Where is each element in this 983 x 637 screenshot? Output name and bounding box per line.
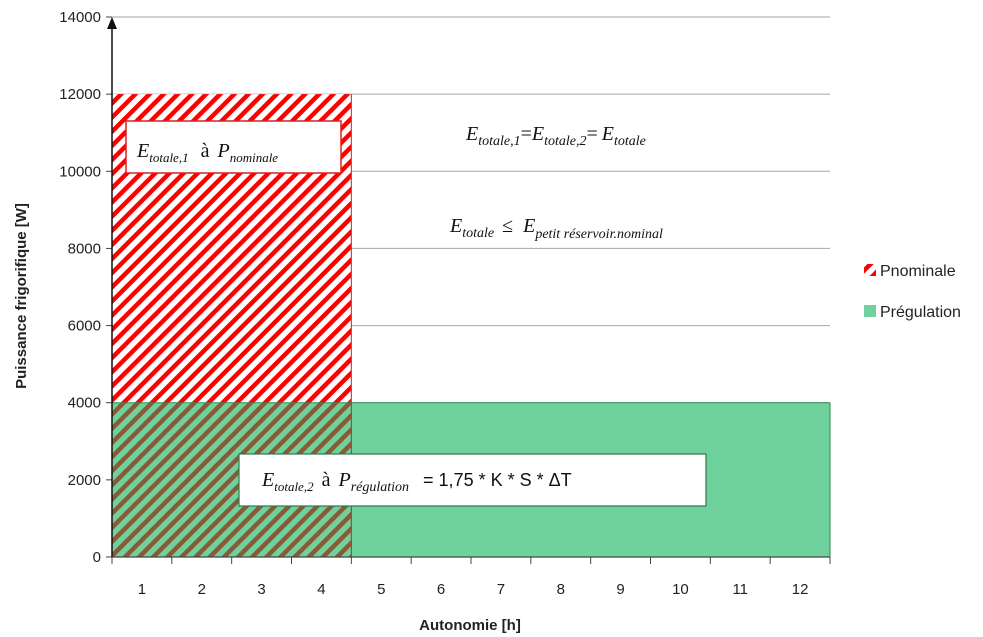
legend-label-pnominale: Pnominale [880, 263, 956, 280]
x-tick-label-4: 4 [317, 581, 325, 598]
x-tick-label-6: 6 [437, 581, 445, 598]
svg-text:Etotale,1=Etotale,2=Etotale: Etotale,1=Etotale,2= Etotale [465, 123, 646, 149]
x-tick-labels: 1 2 3 4 5 6 7 8 9 10 11 12 [138, 581, 809, 598]
y-axis-title: Puissance frigorifique [W] [13, 203, 30, 389]
legend-item-pregulation: Prégulation [864, 304, 961, 321]
x-axis-title: Autonomie [h] [419, 617, 521, 634]
legend: Pnominale Prégulation [864, 263, 961, 321]
legend-item-pnominale: Pnominale [864, 263, 956, 280]
y-tick-label-4000: 4000 [68, 395, 101, 412]
x-tick-label-9: 9 [616, 581, 624, 598]
annotation-box-regulation: Etotale,2 à Prégulation = 1,75 * K * S * ΔT [238, 453, 707, 507]
x-tick-label-3: 3 [257, 581, 265, 598]
x-tick-label-11: 11 [732, 581, 748, 598]
y-tick-labels: 0 2000 4000 6000 8000 10000 12000 14000 [59, 9, 101, 566]
y-tick-label-6000: 6000 [68, 318, 101, 335]
y-tick-label-8000: 8000 [68, 240, 101, 257]
legend-swatch-pnominale [864, 264, 876, 276]
x-tick-label-1: 1 [138, 581, 146, 598]
y-tick-label-12000: 12000 [59, 86, 101, 103]
y-tick-label-14000: 14000 [59, 9, 101, 26]
x-tick-label-10: 10 [672, 581, 689, 598]
y-tick-label-2000: 2000 [68, 472, 101, 489]
y-tick-label-10000: 10000 [59, 163, 101, 180]
equation-energy-inequality: Etotale ≤ Epetit réservoir.nominal [449, 215, 663, 242]
x-tick-label-8: 8 [557, 581, 565, 598]
annotation-box-nominale: Etotale,1 à Pnominale [125, 120, 342, 174]
x-tick-label-5: 5 [377, 581, 385, 598]
x-tick-label-2: 2 [198, 581, 206, 598]
y-tick-label-0: 0 [93, 549, 101, 566]
equation-energy-equality: Etotale,1=Etotale,2= Etotale [465, 123, 646, 149]
legend-swatch-pregulation [864, 305, 876, 317]
y-axis-arrow [107, 17, 117, 29]
axes [106, 16, 831, 564]
x-tick-label-7: 7 [497, 581, 505, 598]
svg-text:Etotale≤Epetit réservoir.nomin: Etotale ≤ Epetit réservoir.nominal [449, 215, 663, 242]
legend-label-pregulation: Prégulation [880, 304, 961, 321]
x-tick-label-12: 12 [792, 581, 809, 598]
